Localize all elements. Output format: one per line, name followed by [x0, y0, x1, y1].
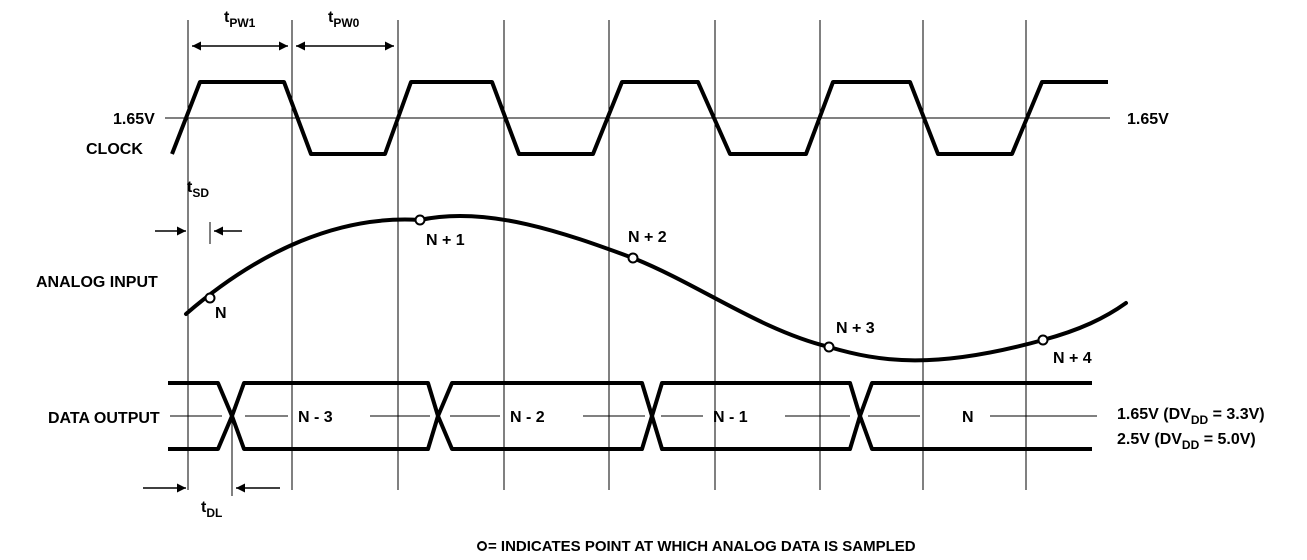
legend-text: = INDICATES POINT AT WHICH ANALOG DATA I… [488, 538, 916, 555]
legend: = INDICATES POINT AT WHICH ANALOG DATA I… [477, 538, 916, 555]
data-level-3v3: 1.65V (DVDD = 3.3V) [1117, 406, 1265, 427]
output-label-n-minus-2: N - 2 [510, 409, 545, 426]
sample-label-n-plus-3: N + 3 [836, 320, 875, 337]
sample-point-n [204, 292, 216, 304]
tdl-label: tDL [201, 499, 222, 520]
data-output-label: DATA OUTPUT [48, 410, 160, 427]
legend-sample-symbol [477, 541, 487, 551]
sample-label-n-plus-1: N + 1 [426, 232, 465, 249]
sample-point-n-plus-2 [627, 252, 639, 264]
data-output-waveform [168, 381, 1092, 451]
output-label-n-minus-1: N - 1 [713, 409, 748, 426]
tpw1-label: tPW1 [224, 9, 256, 30]
output-label-n-minus-3: N - 3 [298, 409, 333, 426]
clock-waveform [170, 80, 1108, 156]
sample-point-n-plus-1 [414, 214, 426, 226]
clock-level-right: 1.65V [1127, 111, 1169, 128]
clock-signal-label: CLOCK [86, 141, 143, 158]
output-label-n: N [962, 409, 974, 426]
sample-point-n-plus-4 [1037, 334, 1049, 346]
analog-input-waveform [184, 213, 1128, 363]
clock-level-left: 1.65V [113, 111, 155, 128]
data-level-5v0: 2.5V (DVDD = 5.0V) [1117, 431, 1256, 452]
sample-label-n-plus-2: N + 2 [628, 229, 667, 246]
tpw0-label: tPW0 [328, 9, 360, 30]
sample-point-n-plus-3 [823, 341, 835, 353]
sample-label-n: N [215, 305, 227, 322]
tsd-label: tSD [187, 179, 209, 200]
sample-points [204, 214, 1049, 353]
analog-input-label: ANALOG INPUT [36, 274, 158, 291]
sample-label-n-plus-4: N + 4 [1053, 350, 1092, 367]
